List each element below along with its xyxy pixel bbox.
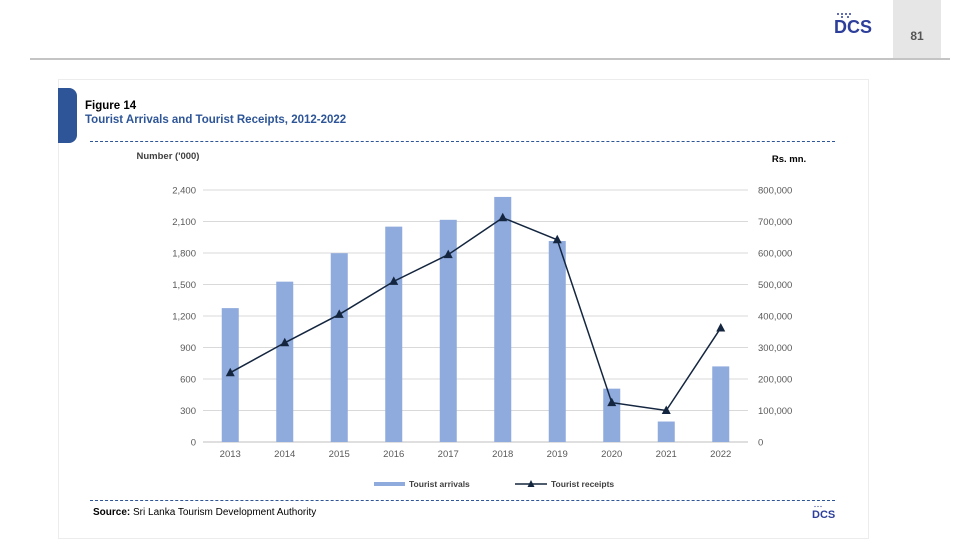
y-tick-label-left: 900	[180, 343, 196, 354]
footer-dcs-logo: DCS	[812, 505, 835, 519]
page-number: 81	[910, 29, 924, 43]
y-axis-title-left: Number ('000)	[137, 151, 200, 162]
page-number-tab	[893, 0, 941, 58]
x-tick-label: 2016	[383, 449, 404, 460]
svg-text:DCS: DCS	[834, 17, 872, 36]
bar-tourist-arrivals	[276, 281, 294, 442]
bar-tourist-arrivals	[657, 421, 675, 442]
marker-tourist-receipts	[443, 249, 453, 259]
y-tick-label-left: 1,800	[172, 249, 196, 260]
svg-text:DCS: DCS	[812, 509, 835, 519]
source-label: Source:	[93, 507, 131, 518]
bar-tourist-arrivals	[712, 366, 730, 442]
y-tick-label-right: 100,000	[758, 406, 792, 417]
marker-tourist-receipts	[661, 405, 671, 414]
y-tick-label-right: 800,000	[758, 186, 792, 197]
source-text: Sri Lanka Tourism Development Authority	[133, 507, 317, 518]
bar-tourist-arrivals	[385, 226, 403, 442]
bar-tourist-arrivals	[548, 241, 566, 442]
x-tick-label: 2013	[220, 449, 241, 460]
x-tick-label: 2015	[329, 449, 350, 460]
source-note: Source: Sri Lanka Tourism Development Au…	[93, 507, 316, 518]
bar-tourist-arrivals	[603, 388, 621, 442]
marker-tourist-receipts	[280, 337, 290, 347]
x-tick-label: 2020	[601, 449, 622, 460]
x-tick-label: 2017	[438, 449, 459, 460]
x-tick-label: 2019	[547, 449, 568, 460]
figure-card	[58, 79, 869, 539]
marker-tourist-receipts	[334, 309, 344, 318]
marker-tourist-receipts	[225, 367, 235, 377]
bottom-dashed-divider	[90, 500, 835, 501]
y-tick-label-left: 2,100	[172, 217, 196, 228]
y-tick-label-left: 1,200	[172, 312, 196, 323]
y-tick-label-right: 600,000	[758, 249, 792, 260]
marker-tourist-receipts	[607, 397, 617, 407]
marker-tourist-receipts	[389, 276, 399, 285]
y-tick-label-right: 400,000	[758, 312, 792, 323]
legend-label-tourist-arrivals: Tourist arrivals	[409, 479, 470, 489]
x-tick-label: 2018	[492, 449, 513, 460]
figure-label: Figure 14	[85, 100, 137, 112]
line-tourist-receipts	[229, 216, 722, 412]
y-tick-label-left: 2,400	[172, 186, 196, 197]
x-tick-label: 2014	[274, 449, 295, 460]
y-tick-label-right: 500,000	[758, 280, 792, 291]
y-tick-label-left: 0	[191, 438, 196, 449]
bar-tourist-arrivals	[330, 253, 348, 442]
legend-label-tourist-receipts: Tourist receipts	[551, 479, 614, 489]
marker-tourist-receipts	[498, 212, 508, 222]
header-rule	[30, 58, 950, 60]
y-tick-label-left: 300	[180, 406, 196, 417]
bar-tourist-arrivals	[494, 196, 512, 442]
marker-tourist-receipts	[716, 322, 726, 332]
x-tick-label: 2022	[710, 449, 731, 460]
y-tick-label-right: 300,000	[758, 343, 792, 354]
top-dashed-divider	[90, 141, 835, 142]
y-tick-label-right: 200,000	[758, 375, 792, 386]
figure-title: Tourist Arrivals and Tourist Receipts, 2…	[85, 114, 347, 126]
y-axis-title-right: Rs. mn.	[772, 154, 806, 165]
x-tick-label: 2021	[656, 449, 677, 460]
bar-tourist-arrivals	[439, 219, 457, 442]
y-tick-label-right: 700,000	[758, 217, 792, 228]
y-tick-label-left: 1,500	[172, 280, 196, 291]
y-tick-label-right: 0	[758, 438, 763, 449]
dcs-logo: DCS	[834, 13, 872, 36]
y-tick-label-left: 600	[180, 375, 196, 386]
figure-accent-bar	[58, 88, 77, 143]
marker-tourist-receipts	[552, 234, 562, 244]
legend-marker-tourist-receipts	[527, 480, 535, 487]
legend-swatch-tourist-arrivals	[374, 482, 405, 486]
